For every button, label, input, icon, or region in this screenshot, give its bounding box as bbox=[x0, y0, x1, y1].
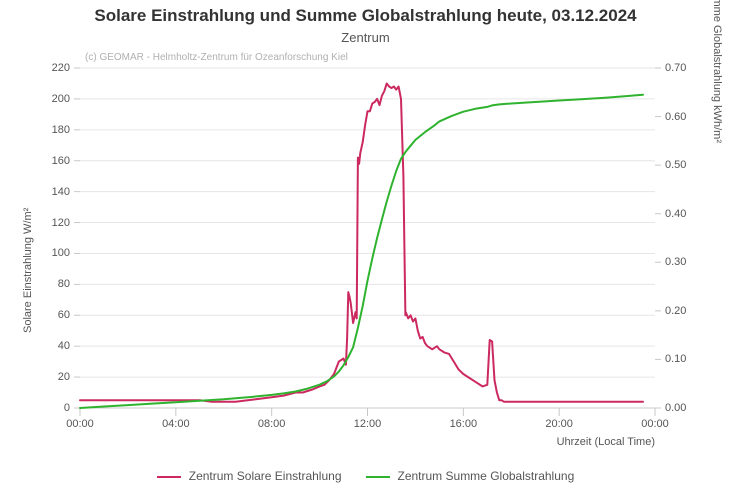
legend: Zentrum Solare Einstrahlung Zentrum Summe… bbox=[0, 468, 731, 483]
y-left-tick-label: 140 bbox=[40, 186, 70, 198]
y-left-tick-label: 20 bbox=[40, 371, 70, 383]
y-right-tick-label: 0.50 bbox=[665, 159, 686, 171]
y-left-tick-label: 180 bbox=[40, 124, 70, 136]
y-right-tick-label: 0.10 bbox=[665, 353, 686, 365]
legend-item-summe: Zentrum Summe Globalstrahlung bbox=[366, 469, 575, 483]
legend-label: Zentrum Summe Globalstrahlung bbox=[398, 469, 575, 483]
y-left-tick-label: 60 bbox=[40, 309, 70, 321]
y-right-tick-label: 0.70 bbox=[665, 62, 686, 74]
y-left-tick-label: 80 bbox=[40, 278, 70, 290]
x-tick-label: 20:00 bbox=[545, 418, 573, 430]
x-axis-label: Uhrzeit (Local Time) bbox=[80, 436, 655, 448]
x-tick-label: 08:00 bbox=[258, 418, 286, 430]
legend-swatch bbox=[366, 476, 390, 478]
x-tick-label: 04:00 bbox=[162, 418, 190, 430]
x-tick-label: 00:00 bbox=[66, 418, 94, 430]
y-axis-left-label: Solare Einstrahlung W/m² bbox=[22, 208, 34, 333]
x-tick-label: 00:00 bbox=[641, 418, 669, 430]
y-right-tick-label: 0.00 bbox=[665, 402, 686, 414]
y-left-tick-label: 200 bbox=[40, 93, 70, 105]
y-left-tick-label: 100 bbox=[40, 247, 70, 259]
y-left-tick-label: 0 bbox=[40, 402, 70, 414]
legend-swatch bbox=[157, 476, 181, 478]
y-left-tick-label: 160 bbox=[40, 155, 70, 167]
legend-item-einstrahlung: Zentrum Solare Einstrahlung bbox=[157, 469, 342, 483]
legend-label: Zentrum Solare Einstrahlung bbox=[189, 469, 342, 483]
y-left-tick-label: 40 bbox=[40, 340, 70, 352]
y-left-tick-label: 120 bbox=[40, 217, 70, 229]
y-right-tick-label: 0.60 bbox=[665, 111, 686, 123]
y-axis-right-label: Summe Globalstrahlung kWh/m² bbox=[711, 0, 723, 143]
chart-container: { "image": { "width": 731, "height": 500… bbox=[0, 0, 731, 500]
x-tick-label: 12:00 bbox=[354, 418, 382, 430]
y-left-tick-label: 220 bbox=[40, 62, 70, 74]
y-right-tick-label: 0.40 bbox=[665, 208, 686, 220]
y-right-tick-label: 0.20 bbox=[665, 305, 686, 317]
x-tick-label: 16:00 bbox=[450, 418, 478, 430]
y-right-tick-label: 0.30 bbox=[665, 256, 686, 268]
